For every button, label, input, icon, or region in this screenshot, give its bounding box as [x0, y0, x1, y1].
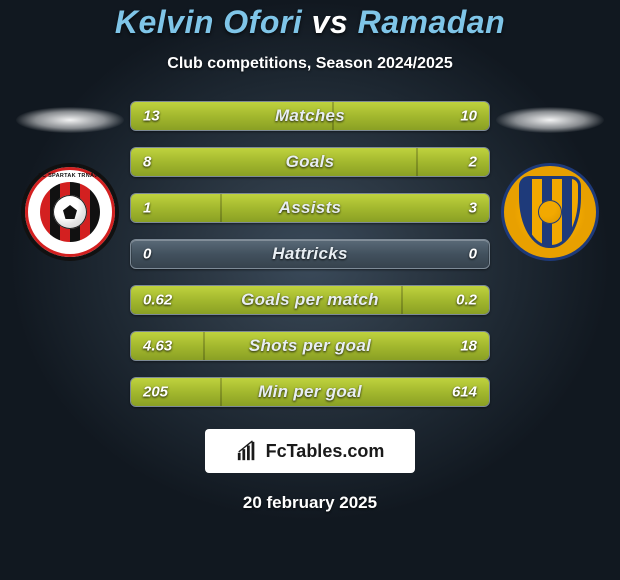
team-crest-spartak: FC SPARTAK TRNAVA — [21, 163, 119, 261]
stat-label: Goals — [286, 152, 335, 172]
soccer-ball-icon — [53, 195, 87, 229]
stat-value-right: 2 — [469, 154, 477, 171]
stat-fill-right — [417, 148, 489, 176]
soccer-ball-icon — [538, 200, 562, 224]
stat-fill-right — [221, 194, 490, 222]
site-logo: FcTables.com — [205, 429, 415, 473]
vs-label: vs — [312, 4, 349, 40]
stat-label: Assists — [279, 198, 342, 218]
stat-value-right: 0 — [469, 246, 477, 263]
crest-inner — [40, 182, 100, 242]
stat-row: 0 0 Hattricks — [130, 239, 490, 269]
stat-row: 8 2 Goals — [130, 147, 490, 177]
stat-value-right: 18 — [460, 338, 477, 355]
crest-shield — [519, 176, 581, 248]
player1-name: Kelvin Ofori — [115, 4, 302, 40]
right-halo — [496, 107, 604, 133]
crest-ribbon-text: FC SPARTAK TRNAVA — [38, 173, 101, 179]
stat-label: Matches — [275, 106, 345, 126]
stat-row: 1 3 Assists — [130, 193, 490, 223]
chart-icon — [236, 440, 258, 462]
footer-date: 20 february 2025 — [243, 493, 377, 513]
stats-column: 1310Matches82Goals13Assists00Hattricks0.… — [130, 101, 490, 407]
stat-value-left: 0 — [143, 246, 151, 263]
stat-value-right: 0.2 — [456, 292, 477, 309]
team-crest-dac — [501, 163, 599, 261]
stat-value-left: 0.62 — [143, 292, 172, 309]
content: Kelvin Ofori vs Ramadan Club competition… — [0, 0, 620, 580]
left-side: FC SPARTAK TRNAVA — [10, 99, 130, 261]
stat-value-right: 3 — [469, 200, 477, 217]
stat-value-left: 1 — [143, 200, 151, 217]
subtitle: Club competitions, Season 2024/2025 — [167, 55, 452, 73]
stat-label: Min per goal — [258, 382, 362, 402]
stat-value-left: 13 — [143, 108, 160, 125]
right-side — [490, 99, 610, 261]
stat-row: 0.62 0.2 Goals per match — [130, 285, 490, 315]
stat-fill-left — [131, 240, 132, 268]
stat-value-left: 8 — [143, 154, 151, 171]
stat-row: 4.63 18 Shots per goal — [130, 331, 490, 361]
stat-label: Goals per match — [241, 290, 379, 310]
stat-value-left: 205 — [143, 384, 168, 401]
player2-name: Ramadan — [358, 4, 506, 40]
site-label: FcTables.com — [266, 441, 385, 462]
stat-row: 205 614 Min per goal — [130, 377, 490, 407]
stat-value-right: 10 — [460, 108, 477, 125]
stat-value-left: 4.63 — [143, 338, 172, 355]
stat-fill-right — [488, 240, 489, 268]
stat-label: Hattricks — [272, 244, 347, 264]
stat-row: 13 10 Matches — [130, 101, 490, 131]
stat-fill-left — [131, 148, 417, 176]
main-row: FC SPARTAK TRNAVA 1310Matches82Goals13As… — [0, 99, 620, 407]
left-halo — [16, 107, 124, 133]
stat-value-right: 614 — [452, 384, 477, 401]
page-title: Kelvin Ofori vs Ramadan — [115, 4, 505, 41]
stat-label: Shots per goal — [249, 336, 371, 356]
